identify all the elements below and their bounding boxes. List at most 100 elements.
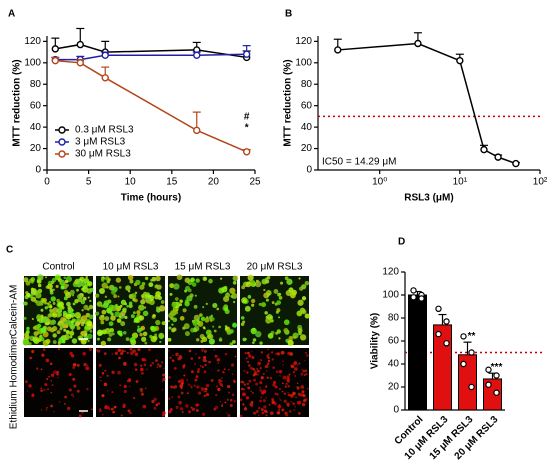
cell	[151, 399, 155, 404]
cell	[251, 405, 253, 408]
cell	[55, 312, 61, 318]
data-point	[460, 333, 467, 340]
cell	[119, 384, 122, 387]
cell	[126, 379, 130, 383]
cell	[84, 284, 88, 288]
cell	[77, 294, 83, 300]
cell	[43, 316, 50, 323]
cell	[251, 356, 255, 360]
micrograph	[239, 348, 309, 418]
cell	[74, 311, 81, 319]
cell	[210, 378, 214, 382]
cell	[195, 409, 199, 412]
cell	[273, 402, 277, 406]
cell	[163, 367, 165, 370]
cell	[55, 284, 59, 288]
cell	[113, 405, 117, 409]
cell	[284, 276, 289, 281]
cell	[265, 279, 270, 284]
cell	[240, 387, 244, 391]
cell	[76, 326, 81, 330]
cell	[68, 324, 71, 327]
micrograph-bg	[96, 348, 165, 417]
cell	[70, 320, 75, 324]
cell	[282, 363, 284, 366]
cell	[281, 390, 284, 393]
cell	[208, 338, 215, 345]
y-tick-label: 120	[295, 36, 312, 47]
cell	[229, 342, 234, 346]
cell	[196, 318, 200, 322]
cell	[132, 349, 136, 353]
cell	[177, 380, 181, 384]
cell	[58, 401, 61, 403]
cell	[294, 367, 298, 371]
data-point	[493, 389, 500, 396]
cell	[83, 304, 89, 310]
cell	[287, 385, 290, 388]
y-axis-label: Viability (%)	[370, 313, 381, 370]
cell	[81, 287, 85, 291]
cell	[252, 327, 256, 331]
cell	[303, 399, 307, 403]
cell	[95, 349, 99, 352]
cell	[204, 363, 207, 367]
row-label: Calcein-AM	[9, 285, 20, 337]
cell	[278, 408, 281, 411]
cell	[285, 382, 288, 386]
cell	[56, 370, 60, 374]
cell	[269, 411, 274, 416]
cell	[101, 282, 108, 289]
cell	[161, 321, 166, 326]
cell	[179, 384, 184, 388]
y-tick-label: 100	[24, 57, 41, 68]
x-tick-label: 10²	[533, 177, 548, 188]
cell	[85, 275, 88, 279]
cell	[226, 412, 228, 414]
cell	[205, 393, 210, 397]
cell	[216, 357, 221, 362]
x-tick-label: 15	[166, 177, 178, 188]
data-point	[468, 349, 475, 356]
cell	[169, 356, 172, 359]
cell	[197, 320, 204, 327]
cell	[205, 390, 207, 393]
legend-marker	[58, 150, 66, 158]
cell	[227, 414, 231, 417]
cell	[99, 288, 106, 295]
cell	[228, 391, 230, 394]
cell	[52, 307, 59, 314]
cell	[172, 327, 177, 332]
cell	[140, 367, 144, 372]
cell	[168, 326, 172, 330]
cell	[122, 403, 126, 407]
cell	[134, 352, 139, 357]
cell	[124, 350, 126, 353]
cell	[267, 293, 271, 296]
cell	[107, 390, 109, 392]
cell	[259, 359, 261, 361]
cell	[280, 350, 285, 355]
y-axis-label: MTT reduction (%)	[12, 59, 23, 146]
cell	[272, 383, 276, 387]
cell	[212, 302, 218, 309]
cell	[128, 301, 133, 305]
cell	[278, 337, 281, 340]
cell	[52, 370, 57, 375]
cell	[98, 363, 102, 367]
cell	[194, 378, 198, 382]
data-point	[456, 56, 464, 65]
y-tick-label: 0	[35, 165, 41, 176]
cell	[150, 335, 157, 343]
cell	[187, 288, 192, 293]
cell	[160, 300, 165, 304]
y-tick-label: 40	[30, 122, 42, 133]
cell	[59, 279, 66, 286]
cell	[168, 397, 171, 400]
cell	[127, 274, 134, 281]
cell	[150, 279, 153, 282]
cell	[140, 325, 146, 331]
cell	[23, 277, 29, 283]
cell	[138, 315, 145, 321]
